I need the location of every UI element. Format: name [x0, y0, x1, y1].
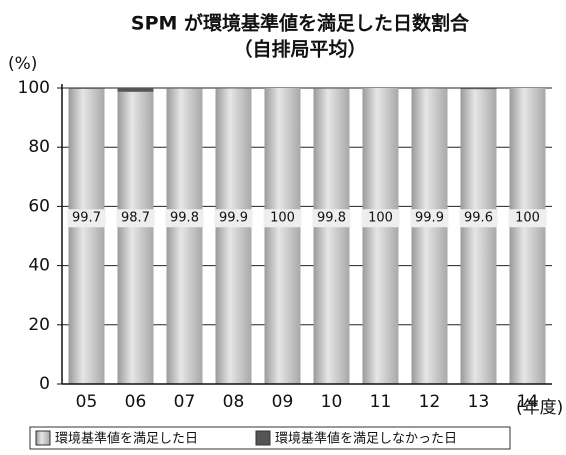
chart-subtitle: （自排局平均） [233, 38, 366, 61]
y-axis-label: (%) [8, 54, 37, 74]
bar-segment [461, 89, 497, 384]
y-tick-label: 20 [28, 315, 50, 335]
x-tick-label: 14 [517, 392, 539, 412]
bar-segment [314, 88, 350, 89]
legend-swatch [36, 431, 50, 445]
y-tick-label: 0 [39, 374, 50, 394]
value-label: 99.9 [415, 211, 444, 226]
bar-segment [69, 88, 105, 89]
bar-segment [167, 88, 203, 89]
bar-segment [412, 88, 448, 384]
x-tick-label: 09 [272, 392, 294, 412]
legend-label: 環境基準値を満足しなかった日 [275, 431, 457, 447]
chart-title: SPM が環境基準値を満足した日数割合 [131, 12, 470, 35]
bar-segment [363, 88, 399, 384]
value-label: 100 [515, 211, 540, 226]
value-label: 100 [270, 211, 295, 226]
x-tick-label: 12 [419, 392, 441, 412]
value-label: 99.9 [219, 211, 248, 226]
value-label: 99.8 [170, 211, 199, 226]
value-label: 99.7 [72, 211, 101, 226]
x-tick-label: 07 [174, 392, 196, 412]
x-tick-label: 13 [468, 392, 490, 412]
y-tick-label: 80 [28, 137, 50, 157]
bar-segment [314, 89, 350, 384]
y-tick-label: 40 [28, 256, 50, 276]
bar-segment [167, 89, 203, 384]
x-tick-label: 05 [76, 392, 98, 412]
value-label: 99.8 [317, 211, 346, 226]
value-label: 98.7 [121, 211, 150, 226]
x-tick-label: 11 [370, 392, 392, 412]
bar-segment [216, 88, 252, 384]
bar-segment [510, 88, 546, 384]
bar-segment [265, 88, 301, 384]
value-label: 100 [368, 211, 393, 226]
legend-swatch [256, 431, 270, 445]
x-tick-label: 08 [223, 392, 245, 412]
y-tick-label: 100 [18, 78, 50, 98]
bar-segment [118, 92, 154, 384]
bar-segment [118, 88, 154, 92]
bar-segment [69, 89, 105, 384]
x-tick-label: 10 [321, 392, 343, 412]
legend-label: 環境基準値を満足した日 [55, 431, 198, 447]
value-label: 99.6 [464, 211, 493, 226]
bar-segment [461, 88, 497, 89]
x-tick-label: 06 [125, 392, 147, 412]
y-tick-label: 60 [28, 196, 50, 216]
